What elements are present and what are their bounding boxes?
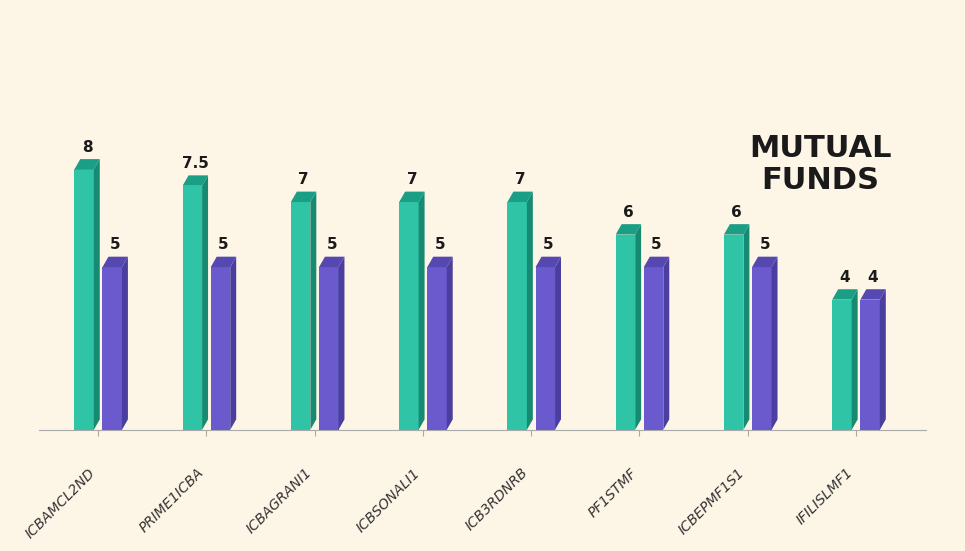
Polygon shape [400, 202, 419, 430]
Text: PRIME1ICBA: PRIME1ICBA [137, 466, 207, 536]
Polygon shape [527, 192, 533, 430]
Text: 6: 6 [731, 205, 742, 220]
Polygon shape [102, 257, 128, 267]
Text: 5: 5 [434, 237, 445, 252]
Polygon shape [555, 257, 561, 430]
Polygon shape [861, 300, 880, 430]
Polygon shape [210, 257, 236, 267]
Text: 5: 5 [326, 237, 337, 252]
Text: 7.5: 7.5 [181, 156, 208, 171]
Text: 4: 4 [868, 270, 878, 285]
Polygon shape [419, 192, 425, 430]
Polygon shape [832, 300, 852, 430]
Text: IFILISLMF1: IFILISLMF1 [794, 466, 856, 527]
Polygon shape [635, 224, 641, 430]
Polygon shape [772, 257, 778, 430]
Text: 5: 5 [218, 237, 229, 252]
Text: 8: 8 [82, 140, 93, 155]
Text: ICBEPMF1S1: ICBEPMF1S1 [676, 466, 748, 537]
Text: 5: 5 [110, 237, 121, 252]
Polygon shape [210, 267, 231, 430]
Polygon shape [644, 267, 663, 430]
Polygon shape [94, 159, 99, 430]
Polygon shape [319, 257, 345, 267]
Polygon shape [616, 235, 635, 430]
Polygon shape [339, 257, 345, 430]
Polygon shape [447, 257, 453, 430]
Polygon shape [861, 289, 886, 300]
Polygon shape [74, 159, 99, 170]
Polygon shape [743, 224, 750, 430]
Text: ICBAMCL2ND: ICBAMCL2ND [23, 466, 98, 541]
Text: 4: 4 [840, 270, 850, 285]
Polygon shape [182, 175, 208, 186]
Polygon shape [508, 202, 527, 430]
Text: ICB3RDNRB: ICB3RDNRB [463, 466, 531, 533]
Polygon shape [122, 257, 128, 430]
Text: 5: 5 [759, 237, 770, 252]
Text: 7: 7 [406, 172, 417, 187]
Polygon shape [536, 257, 561, 267]
Polygon shape [536, 267, 555, 430]
Text: 7: 7 [514, 172, 525, 187]
Text: 6: 6 [623, 205, 634, 220]
Polygon shape [182, 186, 202, 430]
Polygon shape [427, 257, 453, 267]
Polygon shape [290, 202, 311, 430]
Text: PF1STMF: PF1STMF [586, 466, 640, 520]
Polygon shape [663, 257, 670, 430]
Text: 5: 5 [543, 237, 554, 252]
Polygon shape [832, 289, 858, 300]
Polygon shape [74, 170, 94, 430]
Text: ICBSONALI1: ICBSONALI1 [354, 466, 423, 534]
Polygon shape [508, 192, 533, 202]
Polygon shape [202, 175, 208, 430]
Polygon shape [880, 289, 886, 430]
Polygon shape [290, 192, 317, 202]
Text: 5: 5 [651, 237, 662, 252]
Polygon shape [311, 192, 317, 430]
Polygon shape [616, 224, 641, 235]
Polygon shape [644, 257, 670, 267]
Text: 7: 7 [298, 172, 309, 187]
Text: ICBAGRANI1: ICBAGRANI1 [244, 466, 315, 536]
Polygon shape [724, 235, 743, 430]
Polygon shape [752, 257, 778, 267]
Polygon shape [427, 267, 447, 430]
Polygon shape [400, 192, 425, 202]
Polygon shape [852, 289, 858, 430]
Polygon shape [319, 267, 339, 430]
Polygon shape [752, 267, 772, 430]
Polygon shape [231, 257, 236, 430]
Text: MUTUAL
FUNDS: MUTUAL FUNDS [749, 134, 892, 195]
Polygon shape [724, 224, 750, 235]
Polygon shape [102, 267, 122, 430]
